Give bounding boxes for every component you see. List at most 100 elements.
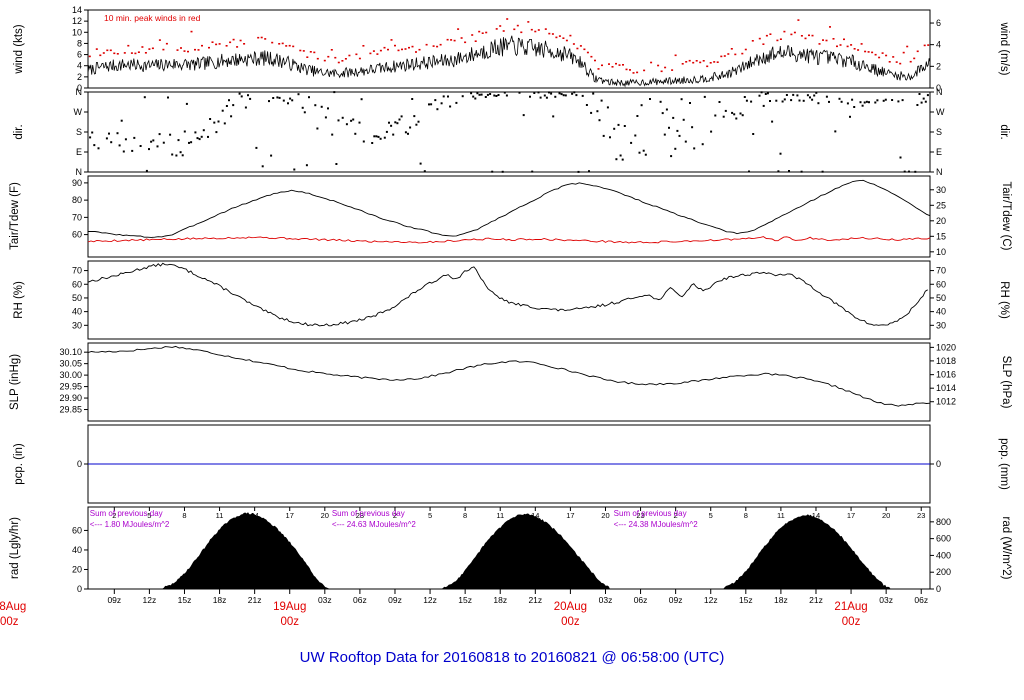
wind-dir-dot xyxy=(505,94,508,97)
peak-wind-dot xyxy=(260,36,263,39)
y-tick-label: 400 xyxy=(936,550,951,560)
wind-dir-dot xyxy=(676,129,679,132)
wind-dir-dot xyxy=(272,97,275,99)
wind-dir-dot xyxy=(455,101,458,104)
wind-dir-dot xyxy=(303,111,306,114)
wind-dir-dot xyxy=(868,101,870,104)
y-tick-label: 2 xyxy=(936,61,941,71)
peak-wind-dot xyxy=(909,60,912,63)
wind-dir-dot xyxy=(379,137,382,140)
wind-dir-dot xyxy=(901,99,904,102)
wind-dir-dot xyxy=(486,93,489,96)
peak-wind-dot xyxy=(162,48,165,51)
local-hour-label: 23 xyxy=(636,511,644,520)
peak-wind-dot xyxy=(832,38,835,40)
peak-wind-dot xyxy=(867,51,870,53)
wind-dir-dot xyxy=(181,154,184,157)
wind-dir-dot xyxy=(775,99,778,102)
peak-wind-dot xyxy=(481,32,484,34)
peak-wind-dot xyxy=(355,53,358,56)
y-tick-label: 2 xyxy=(77,72,82,82)
peak-wind-dot xyxy=(232,38,235,41)
wind-dir-dot xyxy=(670,155,673,158)
wind-dir-dot xyxy=(564,94,567,97)
wind-dir-dot xyxy=(748,170,750,173)
local-hour-label: 14 xyxy=(531,511,539,520)
y-tick-label: 0 xyxy=(936,83,941,93)
pcp-left-axis-label: pcp. (in) xyxy=(13,443,25,485)
wind-dir-dot xyxy=(390,124,393,127)
wind-dir-dot xyxy=(333,91,336,94)
peak-wind-dot xyxy=(415,51,417,53)
peak-wind-dot xyxy=(695,60,698,62)
x-tick-label: 09z xyxy=(388,595,402,605)
local-hour-label: 23 xyxy=(917,511,925,520)
peak-wind-dot xyxy=(327,55,330,58)
peak-wind-dot xyxy=(495,28,498,30)
wind-dir-dot xyxy=(865,100,868,103)
temp-left-axis-label: Tair/Tdew (F) xyxy=(9,182,21,250)
wind-dir-dot xyxy=(619,154,622,157)
wind-dir-dot xyxy=(659,100,662,103)
peak-wind-dot xyxy=(116,53,119,55)
peak-wind-dot xyxy=(176,49,179,51)
y-tick-label: 30.00 xyxy=(59,370,82,380)
wind-dir-dot xyxy=(373,135,376,138)
wind-dir-dot xyxy=(613,127,616,130)
y-tick-label: S xyxy=(76,127,82,137)
y-tick-label: 30.10 xyxy=(59,347,82,357)
wind-dir-dot xyxy=(413,115,416,118)
wind-dir-dot xyxy=(122,150,125,153)
wind-dir-dot xyxy=(247,94,249,97)
y-tick-label: W xyxy=(74,107,83,117)
peak-wind-dot xyxy=(804,37,807,40)
peak-wind-dot xyxy=(751,40,754,42)
wind-dir-dot xyxy=(240,95,243,98)
wind-dir-dot xyxy=(440,102,443,105)
local-hour-label: 17 xyxy=(847,511,855,520)
y-tick-label: N xyxy=(936,167,943,177)
peak-wind-dot xyxy=(513,28,516,31)
peak-wind-note: 10 min. peak winds in red xyxy=(104,13,201,23)
wind-dir-dot xyxy=(377,135,380,138)
wind-dir-dot xyxy=(689,102,691,104)
wind-dir-dot xyxy=(179,151,182,154)
wind-dir-dot xyxy=(644,153,647,156)
x-tick-label: 03z xyxy=(599,595,613,605)
peak-wind-dot xyxy=(527,21,530,23)
peak-wind-dot xyxy=(723,55,726,57)
y-tick-label: 70 xyxy=(936,266,946,276)
wind-dir-dot xyxy=(790,99,793,102)
wind-dir-dot xyxy=(552,115,555,118)
wind-dir-dot xyxy=(853,106,856,108)
peak-wind-dot xyxy=(864,50,867,53)
peak-wind-dot xyxy=(109,49,112,52)
peak-wind-dot xyxy=(765,34,768,37)
y-tick-label: 0 xyxy=(77,584,82,594)
peak-wind-dot xyxy=(839,44,842,46)
wind-dir-dot xyxy=(636,115,639,117)
wind-dir-dot xyxy=(575,94,578,97)
peak-wind-dot xyxy=(264,38,267,40)
peak-wind-dot xyxy=(664,66,667,69)
wind-dir-dot xyxy=(152,139,155,142)
plot-title: UW Rooftop Data for 20160818 to 20160821… xyxy=(300,649,725,666)
sum-annotation: Sum of previous day xyxy=(332,509,405,518)
y-tick-label: 8 xyxy=(77,38,82,48)
wind-dir-dot xyxy=(484,96,487,98)
wind-dir-dot xyxy=(354,132,357,135)
peak-wind-dot xyxy=(225,45,228,47)
wind-dir-dot xyxy=(834,130,837,133)
peak-wind-dot xyxy=(899,62,902,65)
peak-wind-dot xyxy=(190,30,193,33)
peak-wind-dot xyxy=(323,59,326,62)
wind-dir-dot xyxy=(341,116,344,119)
wind-dir-dot xyxy=(110,141,113,144)
wind-dir-dot xyxy=(771,120,774,123)
local-hour-label: 11 xyxy=(496,511,504,520)
peak-wind-dot xyxy=(783,30,786,33)
wind-dir-dot xyxy=(764,93,767,95)
y-tick-label: W xyxy=(936,107,945,117)
radiation-area xyxy=(88,512,930,589)
partial-day-label: 18Aug xyxy=(0,601,26,613)
